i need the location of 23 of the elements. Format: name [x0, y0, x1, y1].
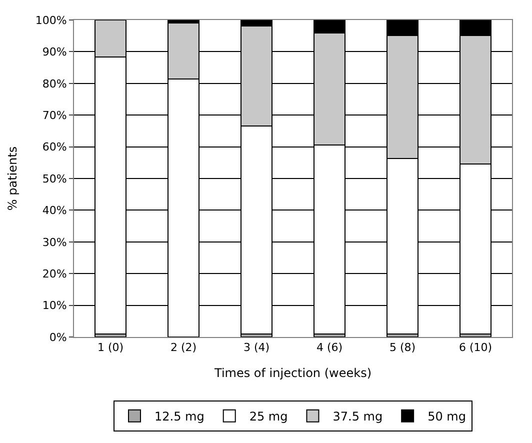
- x-tick-label: 2 (2): [170, 341, 197, 354]
- y-tick-label: 60%: [42, 140, 67, 154]
- y-tick-label: 100%: [35, 14, 67, 27]
- x-tick-label: 6 (10): [458, 341, 492, 354]
- y-tick-label: 20%: [42, 267, 67, 280]
- x-axis-title: Times of injection (weeks): [213, 366, 372, 380]
- y-tick-label: 0%: [49, 330, 67, 344]
- x-tick-label: 5 (8): [389, 341, 416, 354]
- x-tick-label: 4 (6): [316, 341, 343, 354]
- legend-label: 25 mg: [249, 410, 288, 424]
- x-tick-label: 3 (4): [243, 341, 270, 354]
- y-tick-label: 70%: [42, 108, 67, 122]
- y-tick-label: 10%: [42, 299, 67, 312]
- y-tick-label: 40%: [42, 204, 67, 218]
- y-tick-label: 80%: [42, 77, 67, 90]
- legend-label: 37.5 mg: [332, 410, 383, 424]
- legend-label: 12.5 mg: [154, 410, 204, 424]
- legend-label: 50 mg: [428, 410, 466, 424]
- y-axis-title: % patients: [6, 146, 20, 211]
- y-tick-label: 50%: [42, 172, 67, 186]
- x-tick-label: 1 (0): [97, 341, 124, 354]
- y-tick-label: 90%: [42, 46, 67, 59]
- y-tick-label: 30%: [42, 236, 67, 249]
